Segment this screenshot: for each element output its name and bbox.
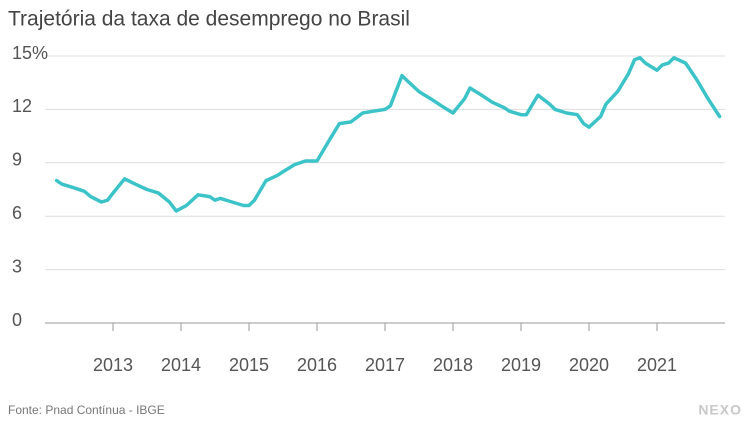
x-tick-label: 2016 xyxy=(297,355,337,375)
y-tick-label: 9 xyxy=(12,150,22,170)
x-tick-label: 2020 xyxy=(569,355,609,375)
source: Fonte: Pnad Contínua - IBGE xyxy=(8,403,165,417)
line xyxy=(54,56,722,213)
y-tick-label: 12 xyxy=(12,96,32,116)
y-tick-label: 6 xyxy=(12,203,22,223)
y-tick-label: 15% xyxy=(12,43,48,63)
brand-logo: NEXO xyxy=(698,402,742,418)
x-tick-label: 2017 xyxy=(365,355,405,375)
x-tick-label: 2013 xyxy=(93,355,133,375)
y-tick-label: 3 xyxy=(12,256,22,276)
x-tick-label: 2019 xyxy=(501,355,541,375)
x-tick-label: 2021 xyxy=(637,355,677,375)
x-tick-label: 2014 xyxy=(161,355,201,375)
y-tick-label: 0 xyxy=(12,310,22,330)
chart-title: Trajetória da taxa de desemprego no Bras… xyxy=(8,8,410,31)
x-tick-label: 2015 xyxy=(229,355,269,375)
x-tick-label: 2018 xyxy=(433,355,473,375)
